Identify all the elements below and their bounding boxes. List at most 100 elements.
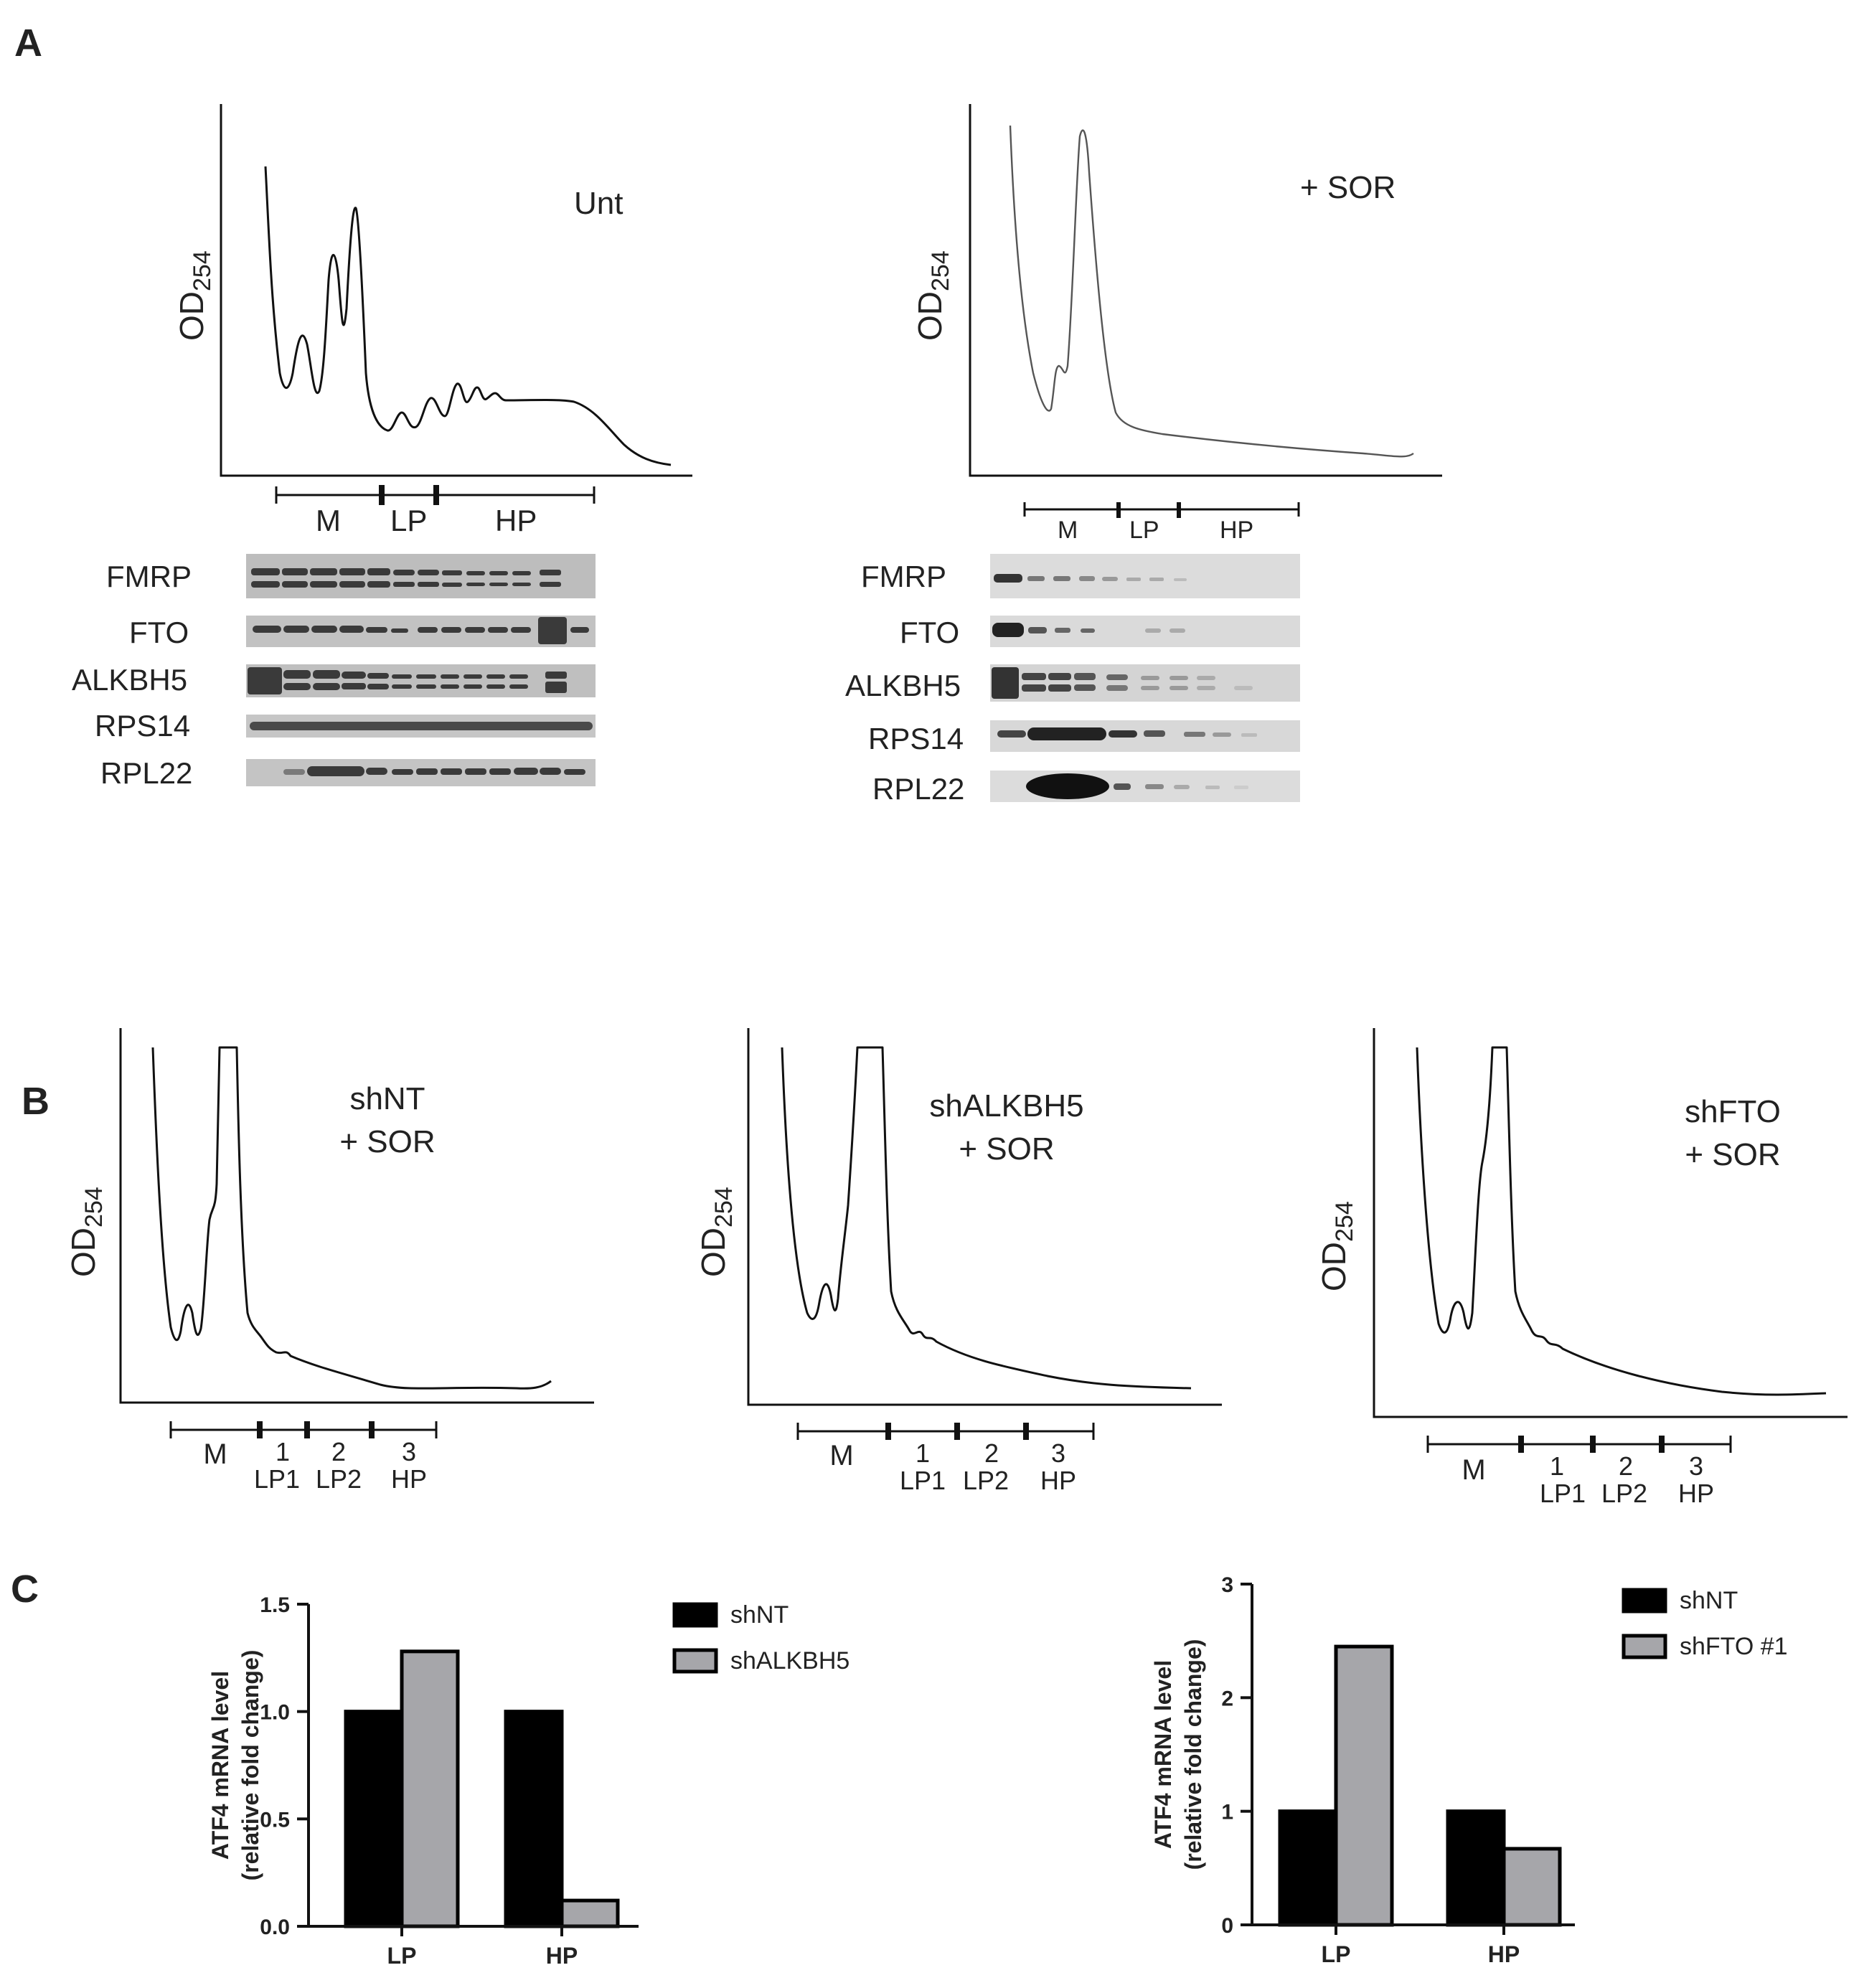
y-axis-label: (relative fold change) — [237, 1650, 263, 1881]
bar-shnt-hp — [1446, 1809, 1506, 1927]
condition-line-1: shNT — [349, 1081, 425, 1116]
fraction-name-lp1: LP1 — [1540, 1479, 1586, 1508]
condition-line-2: + SOR — [959, 1131, 1054, 1167]
fraction-name-lp2: LP2 — [963, 1466, 1009, 1495]
blot-bands-rpl22 — [283, 766, 585, 776]
fraction-bar — [1023, 502, 1300, 517]
panel-b-profile-shnt: OD254 shNT + SOR M 1 2 3 LP1 LP2 HP — [65, 1028, 594, 1494]
blot-bands-fto — [253, 617, 589, 644]
absorbance-trace — [781, 1046, 1192, 1390]
profile-axes — [119, 1028, 594, 1404]
absorbance-trace — [1416, 1046, 1827, 1396]
y-tick-label: 1.0 — [260, 1701, 290, 1725]
absorbance-trace — [264, 166, 672, 466]
fraction-bar — [1426, 1436, 1732, 1453]
od-ylabel: OD254 — [695, 1187, 738, 1277]
legend-swatch — [1622, 1588, 1667, 1614]
od-ylabel: OD254 — [65, 1187, 108, 1277]
blot-strip-alkbh5 — [246, 664, 596, 697]
bar-shnt-hp — [504, 1710, 564, 1928]
absorbance-trace — [151, 1046, 552, 1390]
panel-b-profile-shfto: OD254 shFTO + SOR M 1 2 3 LP1 LP2 HP — [1315, 1028, 1848, 1508]
legend-label: shNT — [1680, 1587, 1738, 1614]
bar-shfto-1-lp — [1334, 1644, 1394, 1927]
fraction-divider — [1659, 1436, 1665, 1453]
blot-label-rpl22: RPL22 — [872, 772, 964, 806]
absorbance-trace — [1009, 125, 1414, 458]
fraction-divider — [1116, 502, 1121, 518]
fraction-label-hp: HP — [1220, 517, 1253, 544]
panel-letter-b: B — [22, 1080, 50, 1123]
condition-label: + SOR — [1300, 170, 1396, 205]
fraction-divider — [1177, 502, 1181, 518]
y-tick-label: 0 — [1221, 1914, 1233, 1938]
blot-bands-fto — [992, 623, 1185, 637]
y-tick-label: 0.5 — [260, 1808, 290, 1832]
bar-shnt-lp — [1278, 1809, 1338, 1927]
od-ylabel: OD254 — [1315, 1201, 1358, 1291]
panel-letter-c: C — [11, 1568, 39, 1611]
fraction-label-lp: LP — [390, 504, 427, 537]
fraction-name-hp: HP — [1040, 1466, 1076, 1495]
profile-axes — [220, 104, 692, 477]
y-tick-label: 2 — [1221, 1687, 1233, 1710]
fraction-bar — [796, 1423, 1095, 1440]
blot-bands-rps14 — [997, 727, 1257, 740]
condition-line-2: + SOR — [1685, 1137, 1780, 1172]
od-ylabel: OD254 — [911, 250, 954, 341]
blot-bands-rps14 — [250, 722, 593, 730]
bar-shalkbh5-lp — [400, 1649, 460, 1928]
fraction-label-m: M — [316, 504, 341, 537]
fraction-divider — [379, 485, 385, 505]
x-tick-label: HP — [1488, 1941, 1520, 1967]
fraction-name-hp: HP — [1678, 1479, 1714, 1508]
od-ylabel: OD254 — [173, 250, 216, 341]
fraction-divider — [1518, 1436, 1524, 1453]
legend-label: shFTO #1 — [1680, 1633, 1788, 1660]
legend-label: shNT — [730, 1601, 789, 1629]
condition-line-1: shFTO — [1685, 1094, 1781, 1129]
fraction-divider — [1590, 1436, 1596, 1453]
fraction-name-lp2: LP2 — [316, 1464, 362, 1494]
y-axis-label: (relative fold change) — [1180, 1639, 1206, 1870]
blot-label-rps14: RPS14 — [868, 722, 964, 755]
condition-line-2: + SOR — [339, 1124, 435, 1159]
y-tick-label: 1 — [1221, 1801, 1233, 1824]
y-tick-label: 0.0 — [260, 1916, 290, 1939]
bar-shnt-lp — [344, 1710, 404, 1928]
blot-label-fto: FTO — [129, 616, 189, 649]
blot-bands-alkbh5 — [992, 667, 1253, 699]
blot-bands-fmrp — [251, 568, 561, 588]
fraction-number-2: 2 — [331, 1437, 346, 1466]
fraction-number-1: 1 — [276, 1437, 290, 1466]
fraction-name-lp2: LP2 — [1601, 1479, 1647, 1508]
blot-label-alkbh5: ALKBH5 — [845, 669, 961, 702]
condition-line-1: shALKBH5 — [929, 1088, 1083, 1123]
legend-label: shALKBH5 — [730, 1647, 850, 1674]
legend-swatch — [672, 1648, 718, 1674]
bar-chart-shalkbh5: LP HP 0.0 0.5 1.0 1.5 ATF4 mRNA level (relative… — [207, 1593, 850, 1969]
panel-a-left-blots: FMRP FTO ALKBH5 RPS14 RPL22 — [72, 554, 596, 790]
fraction-label-lp: LP — [1129, 517, 1159, 544]
profile-axes — [969, 104, 1442, 477]
blot-label-fto: FTO — [900, 616, 959, 649]
fraction-number-3: 3 — [1051, 1438, 1065, 1468]
bar-chart-shfto: LP HP 0 1 2 3 ATF4 mRNA level (relative fold ch… — [1150, 1573, 1788, 1967]
fraction-divider — [954, 1423, 960, 1440]
fraction-number-2: 2 — [1619, 1451, 1633, 1481]
blot-label-fmrp: FMRP — [861, 560, 946, 593]
blot-bands-fmrp — [994, 574, 1187, 583]
x-tick-label: LP — [387, 1943, 417, 1969]
bar-shfto-1-hp — [1502, 1847, 1562, 1927]
condition-label: Unt — [574, 186, 623, 221]
x-tick-label: HP — [546, 1943, 578, 1969]
panel-letter-a: A — [14, 22, 42, 65]
fraction-label-m: M — [829, 1440, 853, 1471]
fraction-number-2: 2 — [984, 1438, 999, 1468]
fraction-number-1: 1 — [916, 1438, 930, 1468]
profile-axes — [1373, 1028, 1848, 1418]
fraction-number-1: 1 — [1550, 1451, 1564, 1481]
fraction-divider — [433, 485, 439, 505]
panel-a-left-profile: OD254 Unt M LP HP — [173, 104, 692, 537]
fraction-number-3: 3 — [402, 1437, 416, 1466]
